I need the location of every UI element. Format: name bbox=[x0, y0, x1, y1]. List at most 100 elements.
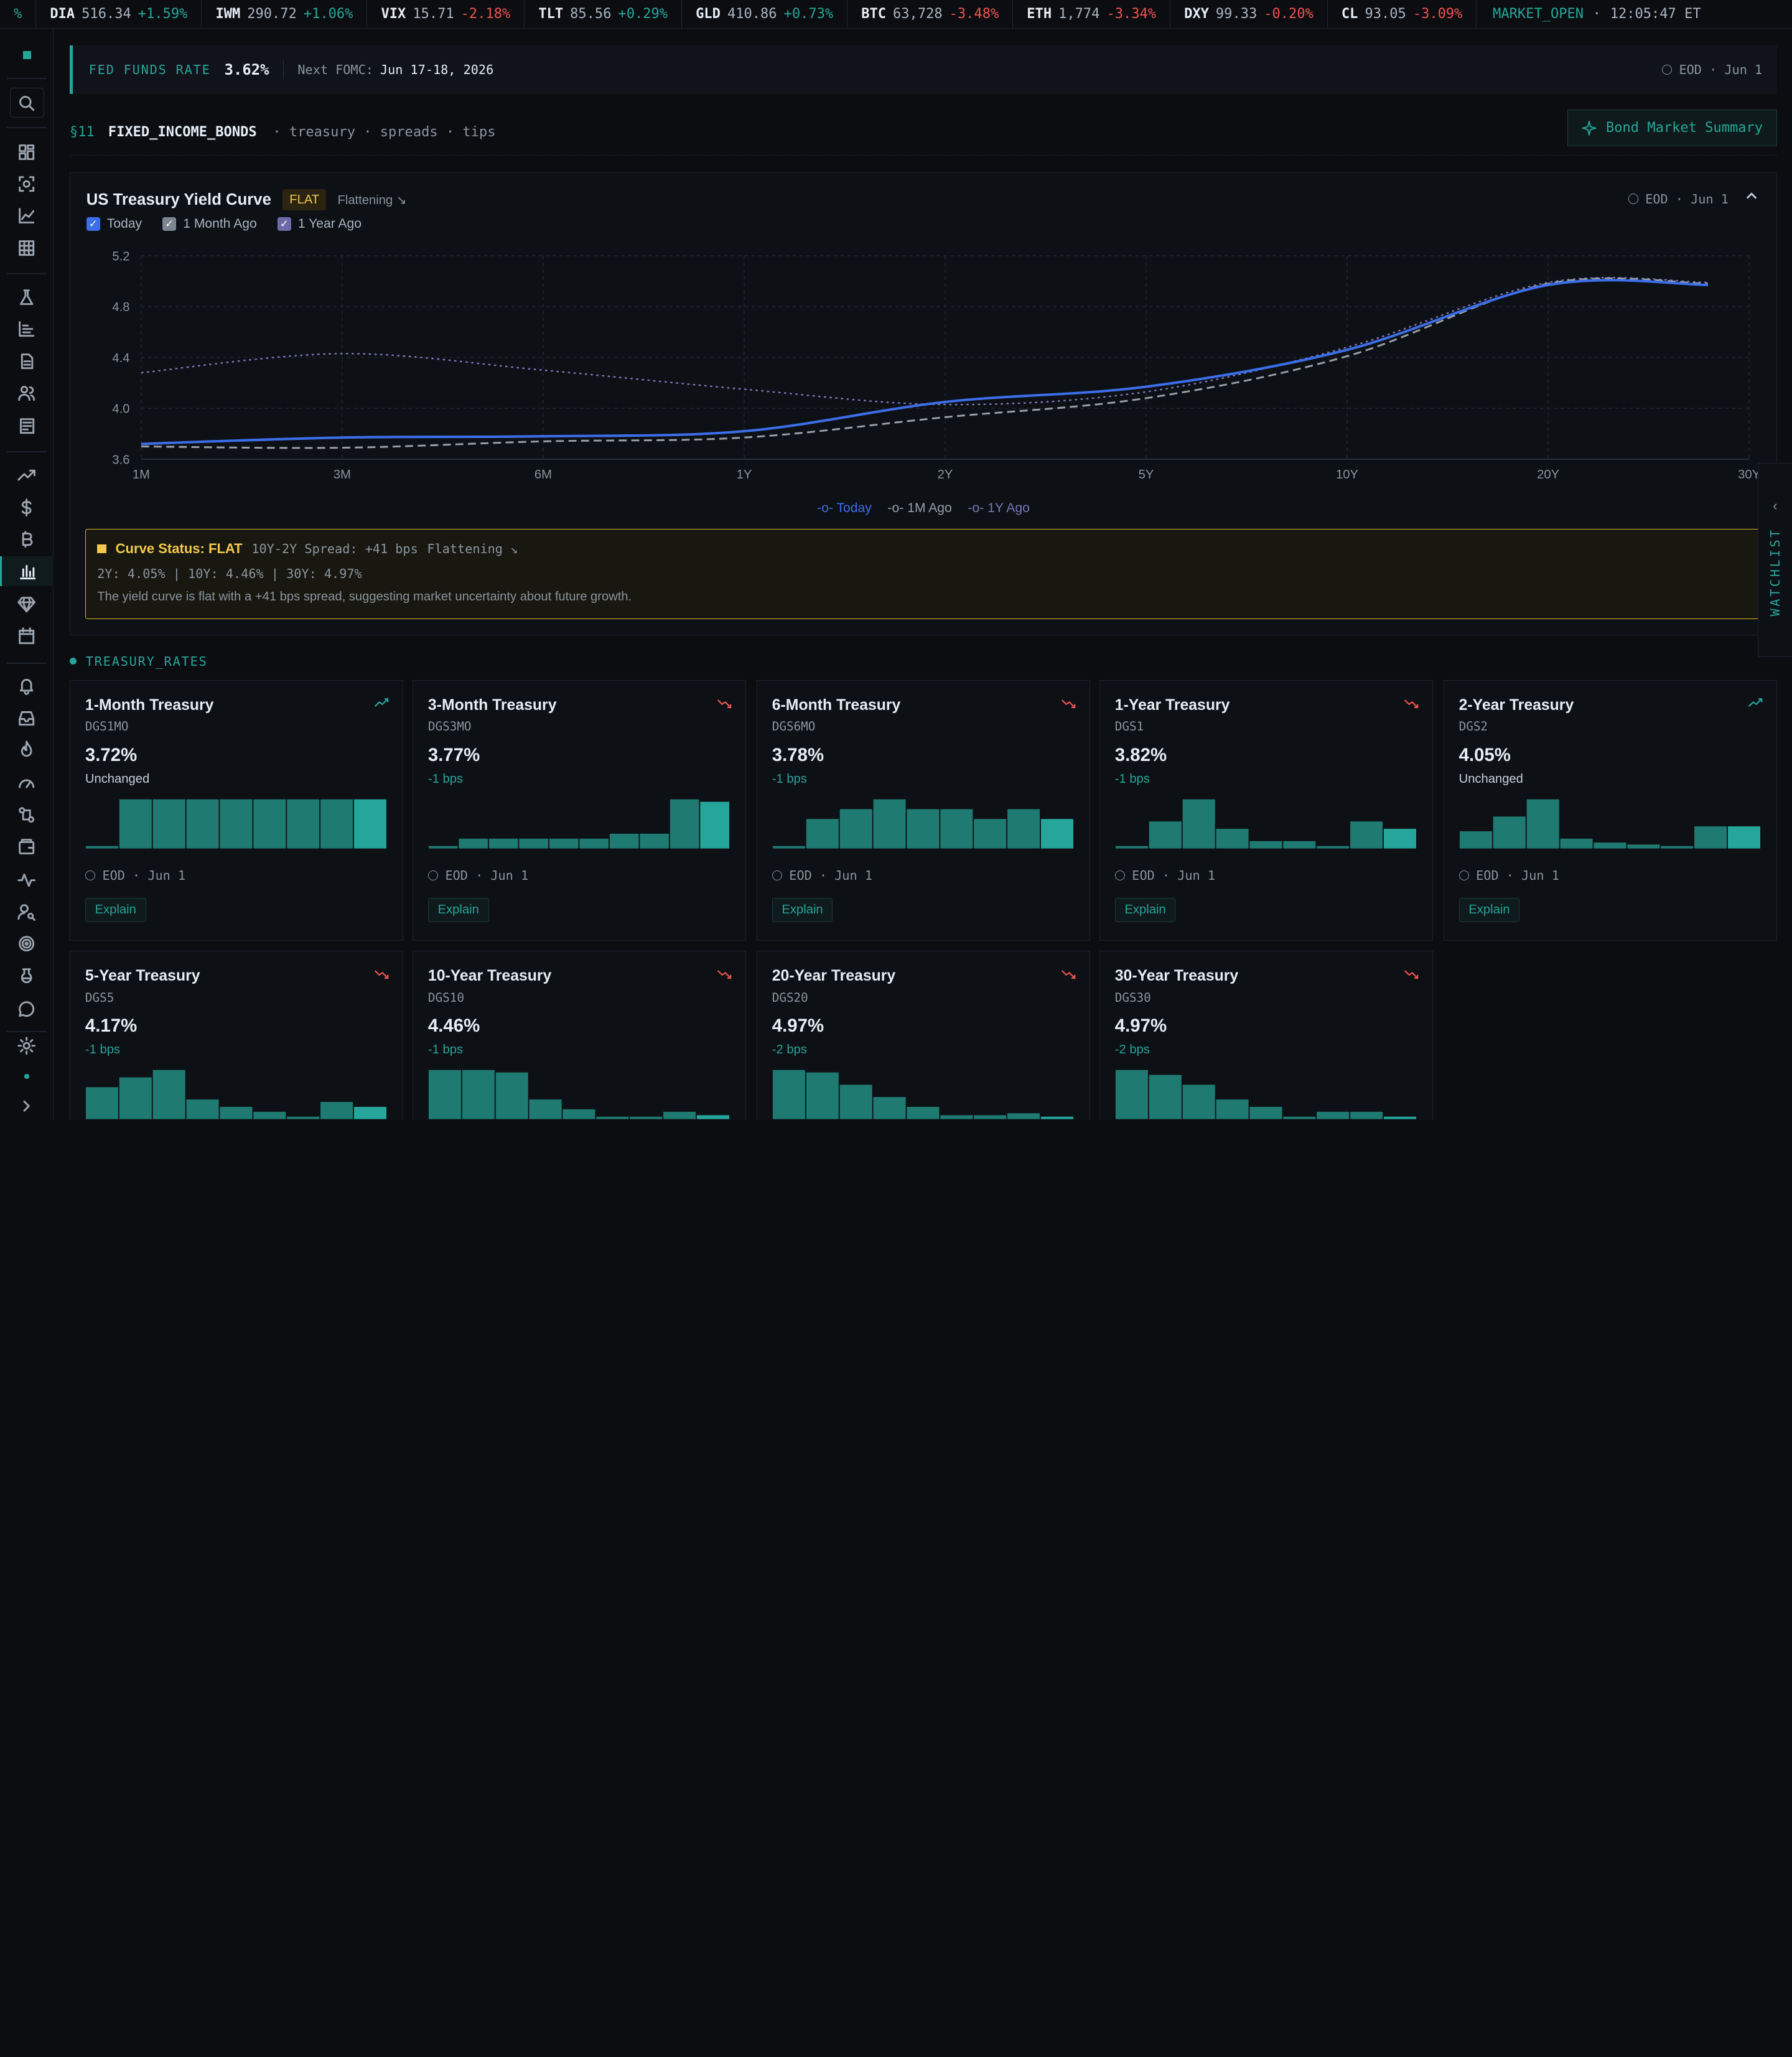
ticker-item[interactable]: IWM 290.72 +1.06% bbox=[202, 0, 368, 28]
bitcoin-icon[interactable] bbox=[0, 525, 54, 554]
curve-status-trend: Flattening ↘ bbox=[427, 541, 518, 556]
flask-icon[interactable] bbox=[0, 282, 54, 312]
flame-icon[interactable] bbox=[0, 735, 54, 765]
dollar-icon[interactable] bbox=[0, 493, 54, 523]
card-change: -1 bps bbox=[1114, 772, 1150, 786]
inbox-icon[interactable] bbox=[0, 703, 54, 733]
spark-bar bbox=[873, 1097, 906, 1120]
ticker-item[interactable]: DIA 516.34 +1.59% bbox=[36, 0, 202, 28]
chevron-left-icon: ‹ bbox=[1773, 497, 1778, 513]
dashboard-icon[interactable] bbox=[0, 137, 54, 167]
ticker-item[interactable]: TLT 85.56 +0.29% bbox=[525, 0, 683, 28]
treasury-card[interactable]: 1-Month Treasury DGS1MO 3.72% Unchanged EOD … bbox=[70, 679, 404, 941]
ticker-item[interactable]: GLD 410.86 +0.73% bbox=[682, 0, 848, 28]
trending-icon[interactable] bbox=[0, 460, 54, 490]
beaker-icon[interactable] bbox=[0, 961, 54, 991]
toggle-label: Today bbox=[106, 217, 142, 231]
ticker-item[interactable]: % bbox=[0, 0, 37, 28]
ticker-item[interactable]: CL 93.05 -3.09% bbox=[1328, 0, 1477, 28]
ticker-price: 410.86 bbox=[727, 6, 777, 22]
spark-bar bbox=[253, 1112, 286, 1120]
chart-line-icon[interactable] bbox=[0, 201, 54, 231]
calendar-icon[interactable] bbox=[0, 622, 54, 651]
trend-down-icon bbox=[1404, 697, 1419, 713]
bond-market-summary-button[interactable]: Bond Market Summary bbox=[1567, 110, 1778, 147]
ticker-price: 63,728 bbox=[893, 6, 943, 22]
ticker-item[interactable]: ETH 1,774 -3.34% bbox=[1013, 0, 1171, 28]
explain-button[interactable]: Explain bbox=[1458, 897, 1520, 923]
ticker-item[interactable]: VIX 15.71 -2.18% bbox=[367, 0, 525, 28]
legend-item[interactable]: -o- Today bbox=[817, 501, 872, 516]
bar-list-icon[interactable] bbox=[0, 314, 54, 344]
spark-bar bbox=[1594, 842, 1626, 849]
spark-bar bbox=[1216, 829, 1249, 849]
card-change: -1 bps bbox=[772, 772, 807, 786]
ticker-item[interactable]: BTC 63,728 -3.48% bbox=[847, 0, 1014, 28]
spark-bar bbox=[428, 846, 458, 849]
checkbox-icon[interactable]: ✓ bbox=[86, 217, 100, 231]
ticker-change: -0.20% bbox=[1264, 6, 1314, 22]
expand-icon[interactable] bbox=[0, 1091, 54, 1120]
wallet-icon[interactable] bbox=[0, 832, 54, 862]
fed-eod: EOD · Jun 1 bbox=[1661, 62, 1762, 77]
treasury-card[interactable]: 3-Month Treasury DGS3MO 3.77% -1 bps EOD · J… bbox=[413, 679, 747, 941]
treasury-rates-title: TREASURY_RATES bbox=[85, 653, 208, 669]
toggle-1-year-ago[interactable]: ✓ 1 Year Ago bbox=[277, 217, 362, 231]
card-title: 5-Year Treasury bbox=[85, 967, 200, 984]
explain-button[interactable]: Explain bbox=[427, 897, 489, 923]
user-search-icon[interactable] bbox=[0, 897, 54, 927]
spark-bar bbox=[320, 799, 353, 849]
card-change: Unchanged bbox=[85, 772, 150, 786]
gauge-icon[interactable] bbox=[0, 768, 54, 798]
spark-bar bbox=[488, 839, 518, 849]
watchlist-tab[interactable]: ‹ WATCHLIST bbox=[1757, 462, 1792, 658]
explain-button[interactable]: Explain bbox=[1114, 897, 1176, 923]
grid-icon[interactable] bbox=[0, 233, 54, 263]
spark-bar bbox=[907, 1107, 940, 1120]
explain-button[interactable]: Explain bbox=[772, 897, 833, 923]
y-tick-label: 4.8 bbox=[112, 301, 129, 314]
diamond-icon[interactable] bbox=[0, 590, 54, 620]
status-square-icon bbox=[97, 544, 106, 554]
clock-icon bbox=[1114, 870, 1126, 881]
target-icon[interactable] bbox=[0, 929, 54, 959]
scan-icon[interactable] bbox=[0, 169, 54, 199]
market-status: MARKET_OPEN · 12:05:47 ET bbox=[1477, 6, 1717, 22]
users-icon[interactable] bbox=[0, 378, 54, 408]
ticker-price: 93.05 bbox=[1365, 6, 1406, 22]
news-icon[interactable] bbox=[0, 411, 54, 441]
bell-icon[interactable] bbox=[0, 671, 54, 701]
bar-chart-icon[interactable] bbox=[0, 556, 54, 587]
document-icon[interactable] bbox=[0, 347, 54, 376]
explain-button[interactable]: Explain bbox=[85, 897, 146, 923]
legend-item[interactable]: -o- 1Y Ago bbox=[968, 501, 1030, 516]
treasury-card[interactable]: 6-Month Treasury DGS6MO 3.78% -1 bps EOD · J… bbox=[756, 679, 1091, 941]
ticker-item[interactable]: DXY 99.33 -0.20% bbox=[1170, 0, 1328, 28]
curve-yields: 2Y: 4.05% | 10Y: 4.46% | 30Y: 4.97% bbox=[97, 566, 362, 581]
checkbox-icon[interactable]: ✓ bbox=[277, 217, 291, 231]
curve-description: The yield curve is flat with a +41 bps s… bbox=[97, 590, 632, 604]
chat-icon[interactable] bbox=[0, 994, 54, 1024]
section-title: FIXED_INCOME_BONDS bbox=[108, 124, 257, 141]
collapse-chevron-icon[interactable] bbox=[1745, 189, 1758, 207]
ticker-price: 85.56 bbox=[570, 6, 612, 22]
card-series-id: DGS2 bbox=[1458, 719, 1488, 734]
spark-bar bbox=[119, 799, 152, 849]
spark-bar bbox=[1149, 821, 1182, 849]
treasury-card[interactable]: 2-Year Treasury DGS2 4.05% Unchanged EOD · J… bbox=[1443, 679, 1778, 941]
gear-icon[interactable] bbox=[0, 1031, 54, 1061]
transfer-icon[interactable] bbox=[0, 800, 54, 830]
activity-icon[interactable] bbox=[0, 865, 54, 895]
toggle-1-month-ago[interactable]: ✓ 1 Month Ago bbox=[162, 217, 257, 231]
ticker-symbol: TLT bbox=[538, 6, 564, 22]
checkbox-icon[interactable]: ✓ bbox=[162, 217, 177, 231]
toggle-today[interactable]: ✓ Today bbox=[86, 217, 142, 231]
search-icon[interactable] bbox=[0, 88, 54, 118]
legend-item[interactable]: -o- 1M Ago bbox=[888, 501, 952, 516]
treasury-card[interactable]: 1-Year Treasury DGS1 3.82% -1 bps EOD · Jun … bbox=[1099, 679, 1434, 941]
ticker-change: +1.06% bbox=[303, 6, 353, 22]
